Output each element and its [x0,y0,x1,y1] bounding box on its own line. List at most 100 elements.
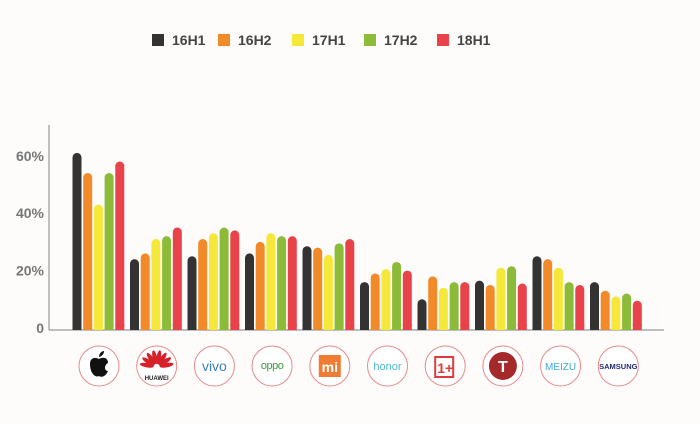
svg-text:1+: 1+ [437,360,453,376]
bar [438,287,448,330]
legend-item: 17H1 [292,32,346,48]
bar [345,239,355,330]
bar [553,267,563,330]
bar [381,269,391,330]
bar [313,247,323,330]
bar-group-mi [302,239,355,330]
bar-base [277,324,287,330]
bar-base [187,324,197,330]
legend-item: 16H2 [218,32,272,48]
bar-base [208,324,218,330]
bar-base [485,324,495,330]
bar-base [417,324,427,330]
bar-base [162,324,172,330]
bar-base [151,324,161,330]
bar [151,239,161,330]
svg-text:SAMSUNG: SAMSUNG [599,362,638,371]
bar-base [496,324,506,330]
bar [287,236,297,330]
bar [130,259,139,330]
bar-base [172,324,182,330]
bar [575,284,585,330]
bar [83,173,93,330]
bar-base [219,324,229,330]
bar-base [255,324,265,330]
bar [72,152,82,330]
vivo-logo: vivo [193,345,235,387]
bar [392,261,402,330]
bar-base [553,324,563,330]
bar [485,284,495,330]
bar-group-smartisan [475,266,527,330]
svg-text:HUAWEI: HUAWEI [145,376,169,382]
bar-base [345,324,355,330]
bar-base [532,324,542,330]
bar-group-oneplus [417,276,470,330]
bar-base [302,324,312,330]
bar-base [287,324,297,330]
bar-base [564,324,574,330]
bar [334,243,344,330]
bar-group-huawei [130,227,182,330]
bar-base [438,324,448,330]
bar-base [140,324,150,330]
bar [230,230,240,330]
bar [172,227,182,330]
bar-base [104,324,114,330]
bar [198,239,208,330]
bar-base [72,324,82,330]
bar-base [313,324,323,330]
bar-base [130,324,139,330]
legend-item: 16H1 [152,32,206,48]
svg-text:oppo: oppo [261,360,284,372]
bar-base [449,324,459,330]
bar-base [230,324,240,330]
bar-base [517,324,527,330]
legend-label: 17H2 [384,32,418,48]
svg-text:MEIZU: MEIZU [545,362,576,373]
bar [323,254,333,330]
bar-base [93,324,103,330]
bar [187,256,197,330]
svg-text:vivo: vivo [202,358,227,374]
bar-base [475,324,484,330]
bar [360,282,369,330]
legend-item: 17H2 [364,32,418,48]
bar [475,280,484,330]
honor-logo: honor [367,345,408,387]
legend-swatch [364,34,376,46]
bar-base [392,324,402,330]
svg-text:mi: mi [322,359,338,375]
legend: 16H1 16H2 17H1 17H2 18H1 [152,32,491,48]
bar [93,204,103,330]
bar-base [590,324,599,330]
bar-base [360,324,369,330]
bar-base [460,324,470,330]
y-tick-label: 20% [16,263,45,279]
bar [104,173,114,330]
bar-group-vivo [187,227,240,330]
meizu-logo: MEIZU [540,345,582,387]
legend-swatch [292,34,304,46]
bar-base [83,324,93,330]
bar [140,253,150,330]
smartisan-logo: T [482,345,524,387]
bar [611,296,621,330]
bar-base [115,324,125,330]
bar [219,227,229,330]
bar [428,276,438,330]
bar [402,270,412,330]
bar-base [381,324,391,330]
bar-base [632,324,642,330]
bar [255,241,265,330]
bar-group-meizu [532,256,585,330]
bar [449,282,459,330]
svg-text:T: T [498,359,508,376]
huawei-logo: HUAWEI [136,345,178,387]
bar [590,282,599,330]
svg-text:honor: honor [373,361,401,373]
bar-group-honor [360,261,412,330]
bar [532,256,542,330]
y-tick-label: 40% [16,205,45,221]
